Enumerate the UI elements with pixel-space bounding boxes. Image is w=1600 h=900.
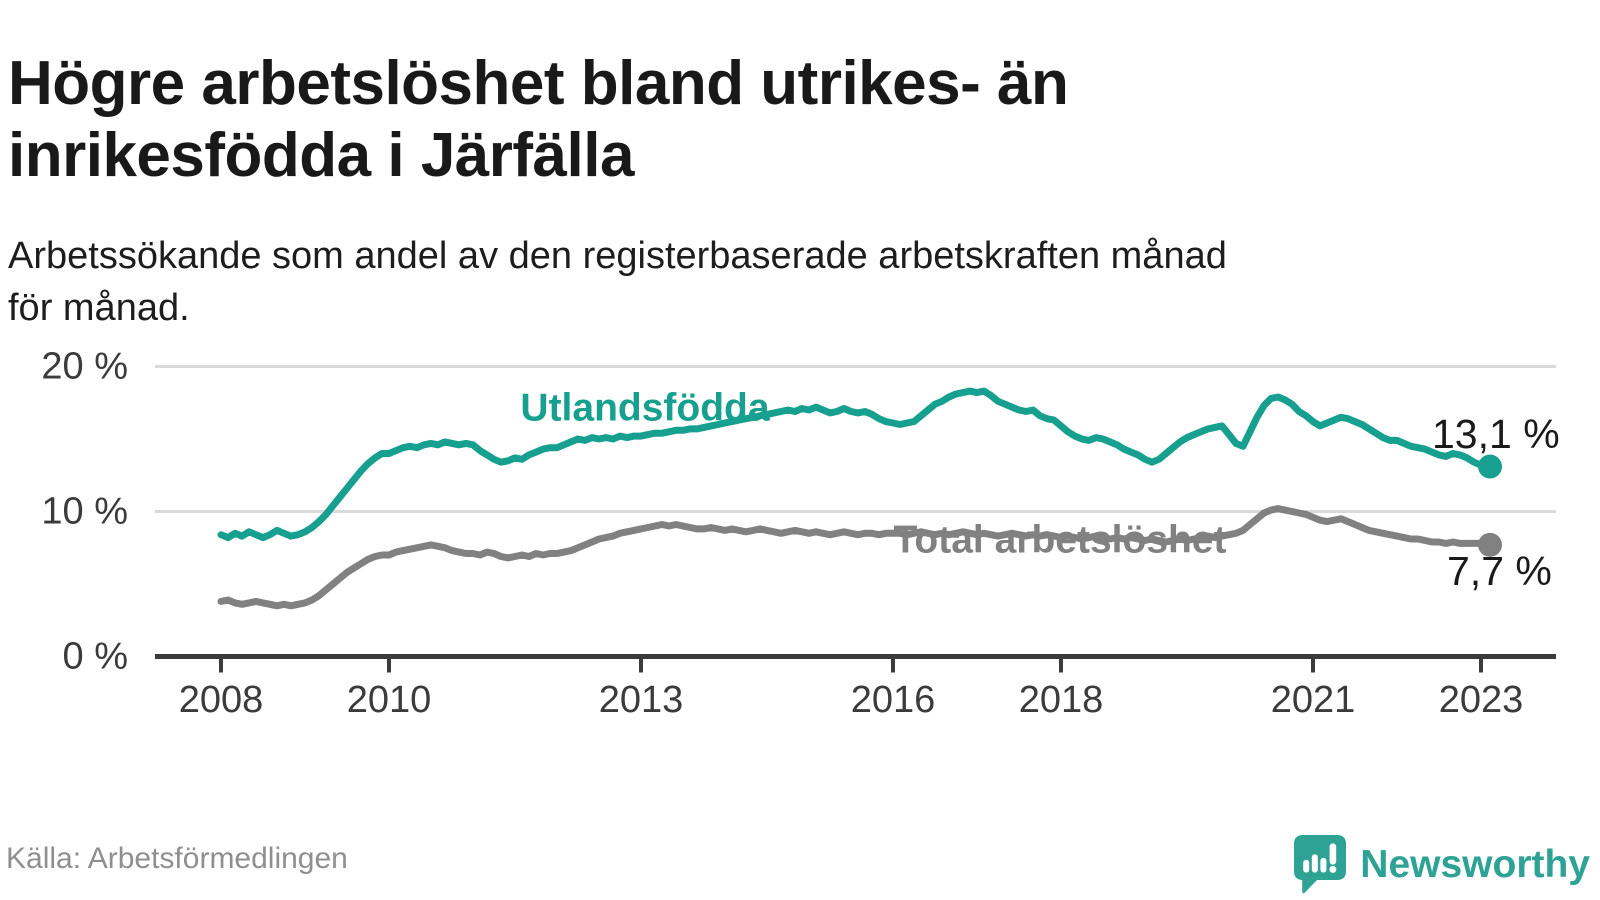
- series-end-dot-1: [1478, 532, 1502, 557]
- logo-exclamation-dot: [1329, 865, 1337, 873]
- x-axis-label-2016: 2016: [851, 679, 936, 721]
- chart-subtitle: Arbetssökande som andel av den registerb…: [8, 230, 1568, 334]
- series-label-1: Total arbetslöshet: [893, 519, 1226, 562]
- x-axis-label-2021: 2021: [1271, 679, 1356, 721]
- series-label-0: Utlandsfödda: [520, 387, 769, 430]
- newsworthy-logo-icon: [1294, 835, 1347, 894]
- series-line-0: [217, 387, 1492, 542]
- page-title-line1: Högre arbetslöshet bland utrikes- än: [8, 48, 1069, 118]
- y-axis-label-10: 10 %: [41, 491, 128, 533]
- series-line-1: [217, 505, 1492, 610]
- logo-exclamation-bar: [1329, 843, 1337, 865]
- logo-bar-1: [1303, 859, 1310, 873]
- chart-subtitle-line2: för månad.: [8, 287, 190, 329]
- x-axis-label-2013: 2013: [599, 679, 684, 721]
- x-axis-label-2010: 2010: [347, 679, 432, 721]
- x-axis-label-2023: 2023: [1439, 679, 1524, 721]
- series-end-dot-0: [1478, 454, 1502, 479]
- page-title: Högre arbetslöshet bland utrikes- än inr…: [8, 48, 1458, 192]
- series-end-value-1: 7,7 %: [1447, 548, 1552, 594]
- logo-bar-2: [1312, 854, 1319, 873]
- chart-subtitle-line1: Arbetssökande som andel av den registerb…: [8, 235, 1227, 277]
- x-axis-label-2008: 2008: [179, 679, 264, 721]
- source-caption: Källa: Arbetsförmedlingen: [6, 842, 348, 875]
- y-axis-label-20: 20 %: [41, 346, 128, 388]
- logo-bubble-shape: [1294, 835, 1347, 894]
- y-axis-label-0: 0 %: [63, 636, 128, 678]
- logo-bar-3: [1320, 857, 1327, 873]
- series-end-value-0: 13,1 %: [1432, 411, 1560, 457]
- newsworthy-brand: Newsworthy: [1294, 834, 1590, 896]
- newsworthy-wordmark: Newsworthy: [1360, 843, 1590, 886]
- x-axis-label-2018: 2018: [1019, 679, 1104, 721]
- page-title-line2: inrikesfödda i Järfälla: [8, 120, 634, 190]
